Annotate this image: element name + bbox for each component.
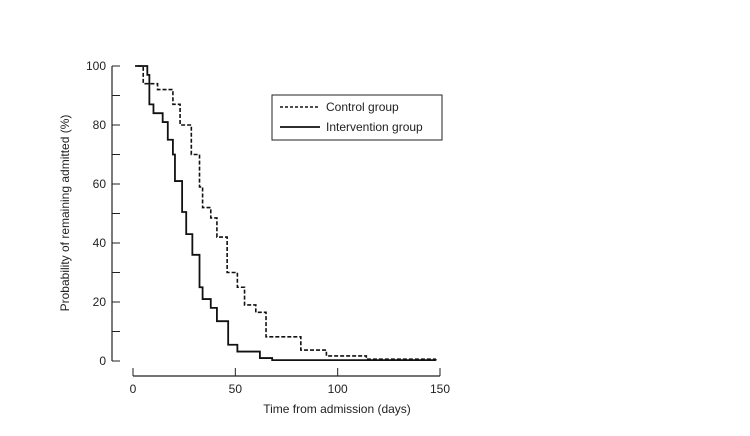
x-tick-label: 150 bbox=[430, 382, 450, 396]
y-tick-label: 0 bbox=[99, 354, 106, 368]
y-axis-label: Probability of remaining admitted (%) bbox=[58, 115, 72, 312]
x-axis-label: Time from admission (days) bbox=[263, 402, 411, 416]
y-tick-label: 100 bbox=[86, 59, 106, 73]
y-tick-label: 80 bbox=[93, 118, 107, 132]
x-tick-label: 0 bbox=[130, 382, 137, 396]
x-tick-label: 50 bbox=[229, 382, 243, 396]
y-tick-label: 40 bbox=[93, 236, 107, 250]
y-tick-label: 20 bbox=[93, 295, 107, 309]
legend-box bbox=[271, 94, 443, 141]
series-line-control bbox=[138, 65, 436, 361]
x-tick-label: 100 bbox=[328, 382, 348, 396]
y-tick-label: 60 bbox=[93, 177, 107, 191]
series-line-intervention bbox=[135, 65, 437, 362]
legend-label-control: Control group bbox=[326, 100, 399, 114]
legend-label-intervention: Intervention group bbox=[326, 120, 423, 134]
legend: Control group Intervention group bbox=[271, 94, 443, 141]
